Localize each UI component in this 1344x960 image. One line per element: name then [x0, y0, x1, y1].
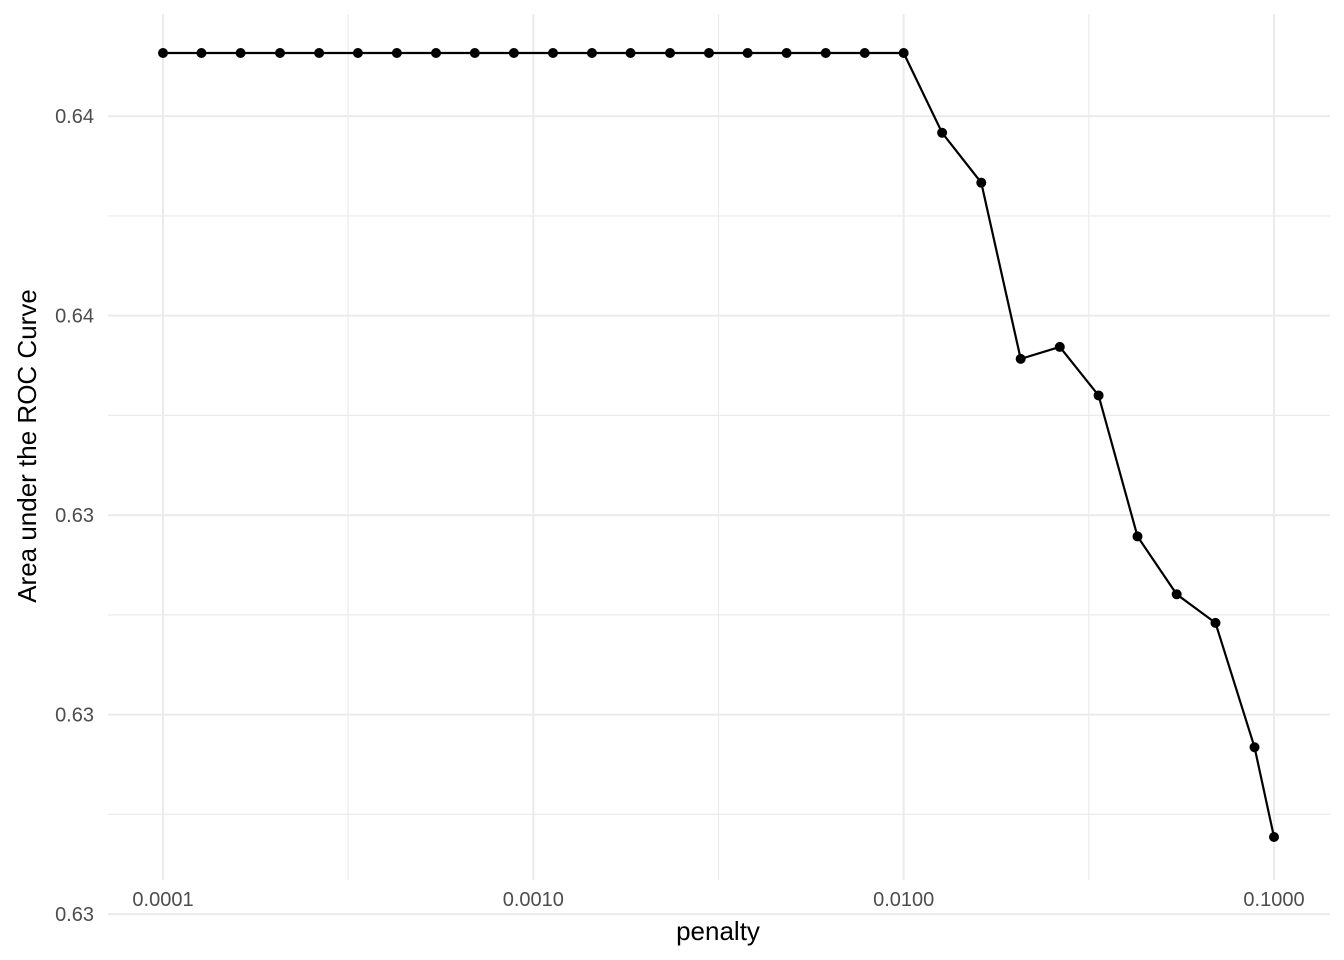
y-tick-label: 0.64: [55, 306, 94, 328]
x-tick-label: 0.0001: [132, 889, 193, 911]
series-line: [163, 51, 1276, 838]
data-point: [1132, 531, 1143, 542]
grid: [108, 14, 1330, 916]
x-axis-tick-labels: 0.0001 0.0010 0.0100 0.1000: [132, 889, 1304, 911]
data-point: [665, 48, 676, 58]
data-point: [1015, 353, 1026, 364]
data-point: [820, 48, 831, 58]
data-point: [1269, 832, 1279, 842]
data-point: [1210, 617, 1221, 628]
data-point: [742, 48, 753, 58]
data-point: [469, 48, 480, 58]
y-tick-label: 0.64: [55, 106, 94, 128]
data-point: [703, 48, 714, 58]
data-point: [1093, 390, 1104, 401]
data-point: [1171, 589, 1182, 600]
x-axis-title: penalty: [676, 916, 760, 946]
x-tick-label: 0.0100: [873, 889, 934, 911]
series-line-layer: [163, 51, 1276, 838]
data-point: [431, 48, 442, 58]
data-point: [275, 48, 286, 58]
data-point: [625, 48, 636, 58]
data-point: [508, 48, 519, 58]
data-point: [1054, 341, 1065, 352]
data-point: [859, 48, 870, 58]
x-tick-label: 0.0010: [503, 889, 564, 911]
data-point: [781, 48, 792, 58]
data-point: [235, 48, 246, 58]
x-tick-label: 0.1000: [1243, 889, 1304, 911]
data-point: [586, 48, 597, 58]
data-point: [196, 48, 207, 58]
y-axis-title: Area under the ROC Curve: [12, 289, 42, 603]
series-points-layer: [158, 48, 1279, 842]
data-point: [976, 177, 987, 188]
y-axis-tick-labels: 0.64 0.64 0.63 0.63 0.63: [55, 106, 94, 926]
y-tick-label: 0.63: [55, 904, 94, 926]
y-tick-label: 0.63: [55, 705, 94, 727]
data-point: [158, 48, 168, 58]
data-point: [352, 48, 363, 58]
data-point: [898, 48, 909, 58]
data-point: [1249, 742, 1260, 753]
data-point: [937, 127, 948, 138]
data-point: [547, 48, 558, 58]
data-point: [391, 48, 402, 58]
data-point: [314, 48, 325, 58]
y-tick-label: 0.63: [55, 505, 94, 527]
